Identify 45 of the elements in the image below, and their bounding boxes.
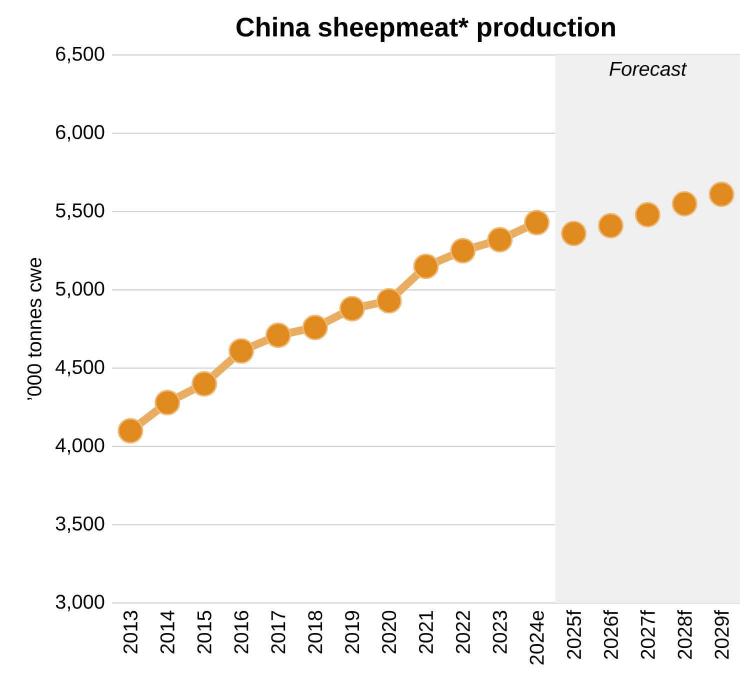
y-axis-title: ’000 tonnes cwe — [27, 258, 42, 400]
point — [339, 296, 365, 322]
y-tick-label: 4,500 — [56, 360, 104, 376]
x-tick-label: 2025f — [566, 610, 582, 659]
x-tick-label: 2013 — [123, 610, 138, 654]
x-tick-label: 2021 — [418, 611, 434, 654]
point — [302, 314, 328, 340]
x-tick-label: 2029f — [714, 610, 729, 659]
point — [450, 238, 476, 264]
y-tick-label: 3,000 — [56, 594, 104, 612]
point — [560, 220, 587, 246]
x-tick-label: 2024e — [530, 610, 544, 664]
x-tick-label: 2017 — [271, 611, 286, 654]
x-tick-label: 2015 — [197, 610, 212, 654]
point — [487, 226, 513, 253]
point — [154, 390, 180, 416]
band-label: Forecast — [610, 62, 688, 76]
x-tick-label: 2016 — [234, 610, 248, 654]
y-tick-label: 4,000 — [56, 438, 104, 455]
y-tick-label: 3,500 — [56, 516, 104, 533]
y-tick-label: 6,500 — [56, 46, 104, 64]
chart-title: China sheepmeat* production — [236, 16, 615, 42]
x-tick-label: 2027f — [640, 610, 655, 659]
point — [192, 370, 218, 397]
point — [598, 212, 624, 238]
point — [265, 322, 292, 348]
point — [634, 202, 660, 228]
point — [672, 190, 698, 217]
point — [118, 418, 144, 444]
point — [708, 182, 734, 208]
x-tick-label: 2022 — [456, 611, 470, 654]
x-tick-label: 2014 — [160, 610, 174, 654]
point — [228, 338, 254, 364]
point — [524, 210, 550, 236]
y-tick-label: 6,000 — [56, 125, 104, 142]
y-tick-label: 5,500 — [56, 203, 104, 220]
x-tick-label: 2018 — [308, 610, 322, 654]
point — [376, 288, 402, 314]
x-tick-label: 2026f — [603, 610, 618, 659]
y-tick-label: 5,000 — [56, 282, 104, 298]
x-tick-label: 2020 — [382, 610, 396, 654]
x-tick-label: 2019 — [345, 610, 360, 654]
x-tick-label: 2023 — [492, 610, 507, 654]
point — [413, 254, 439, 280]
x-tick-label: 2028f — [677, 610, 692, 659]
